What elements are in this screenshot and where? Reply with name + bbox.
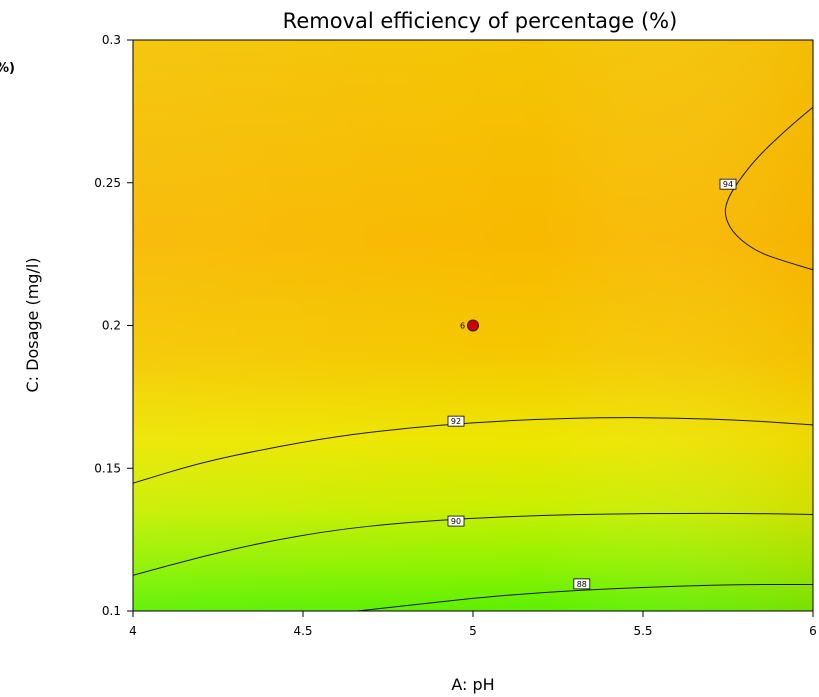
x-tick-label: 6 (809, 624, 817, 638)
contour-label-box-92 (447, 415, 465, 427)
contour-lines (133, 106, 813, 611)
contour-label-88: 88 (577, 580, 587, 589)
contour-labels: 88 90 92 94 (447, 178, 737, 590)
x-axis: 4 4.5 5 5.5 6 (129, 611, 817, 638)
x-tick-label: 4.5 (293, 624, 312, 638)
y-tick-label: 0.1 (102, 604, 121, 618)
y-tick-label: 0.25 (94, 176, 121, 190)
x-tick-label: 5 (469, 624, 477, 638)
contour-line-88 (357, 583, 813, 611)
contour-label-94: 94 (723, 180, 733, 189)
y-tick-label: 0.2 (102, 319, 121, 333)
y-tick-label: 0.15 (94, 461, 121, 475)
contour-label-box-88 (573, 578, 591, 590)
cropped-legend-text: %) (0, 61, 15, 76)
contour-line-94 (724, 106, 813, 271)
x-tick-label: 5.5 (633, 624, 652, 638)
contour-label-92: 92 (451, 417, 461, 426)
contour-label-90: 90 (451, 517, 461, 526)
contour-label-box-90 (447, 515, 465, 527)
x-tick-label: 4 (129, 624, 137, 638)
design-point-label: 6 (460, 322, 465, 331)
contour-line-92 (133, 417, 813, 484)
y-axis: 0.1 0.15 0.2 0.25 0.3 (94, 33, 133, 618)
design-point (467, 319, 479, 332)
x-axis-title: A: pH (451, 675, 494, 694)
chart-title: Removal efficiency of percentage (%) (283, 9, 678, 33)
design-points: 6 (460, 319, 479, 332)
y-tick-label: 0.3 (102, 33, 121, 47)
contour-line-90 (133, 512, 813, 576)
contour-label-box-94 (719, 178, 737, 190)
y-axis-title: C: Dosage (mg/l) (23, 257, 42, 392)
